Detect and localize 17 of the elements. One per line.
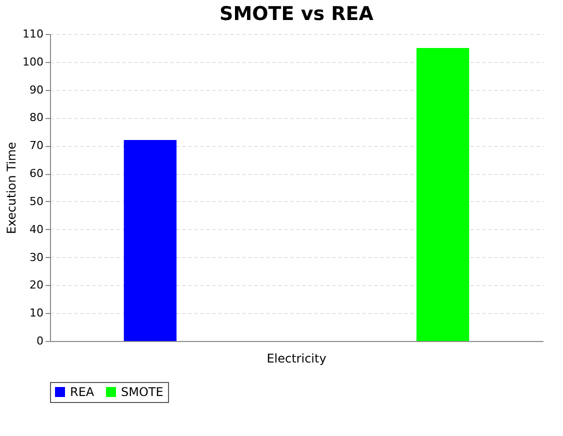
y-tick-label: 30	[30, 250, 44, 264]
legend-label: SMOTE	[121, 385, 164, 399]
y-tick-label: 100	[22, 55, 44, 68]
y-tick-label: 80	[30, 111, 44, 124]
y-tick-label: 0	[36, 334, 44, 348]
y-axis-title: Execution Time	[4, 142, 19, 234]
y-tick-label: 40	[30, 222, 44, 236]
y-tick-label: 90	[30, 83, 44, 96]
chart-title: SMOTE vs REA	[220, 3, 374, 25]
y-tick-label: 20	[30, 278, 44, 292]
y-tick-label: 60	[30, 167, 44, 180]
y-tick-label: 10	[30, 306, 44, 320]
legend-label: REA	[70, 385, 95, 399]
y-tick-label: 110	[22, 28, 44, 40]
x-tick-label: Electricity	[266, 352, 326, 366]
y-tick-label: 50	[30, 194, 44, 208]
y-tick-label: 70	[30, 139, 44, 152]
